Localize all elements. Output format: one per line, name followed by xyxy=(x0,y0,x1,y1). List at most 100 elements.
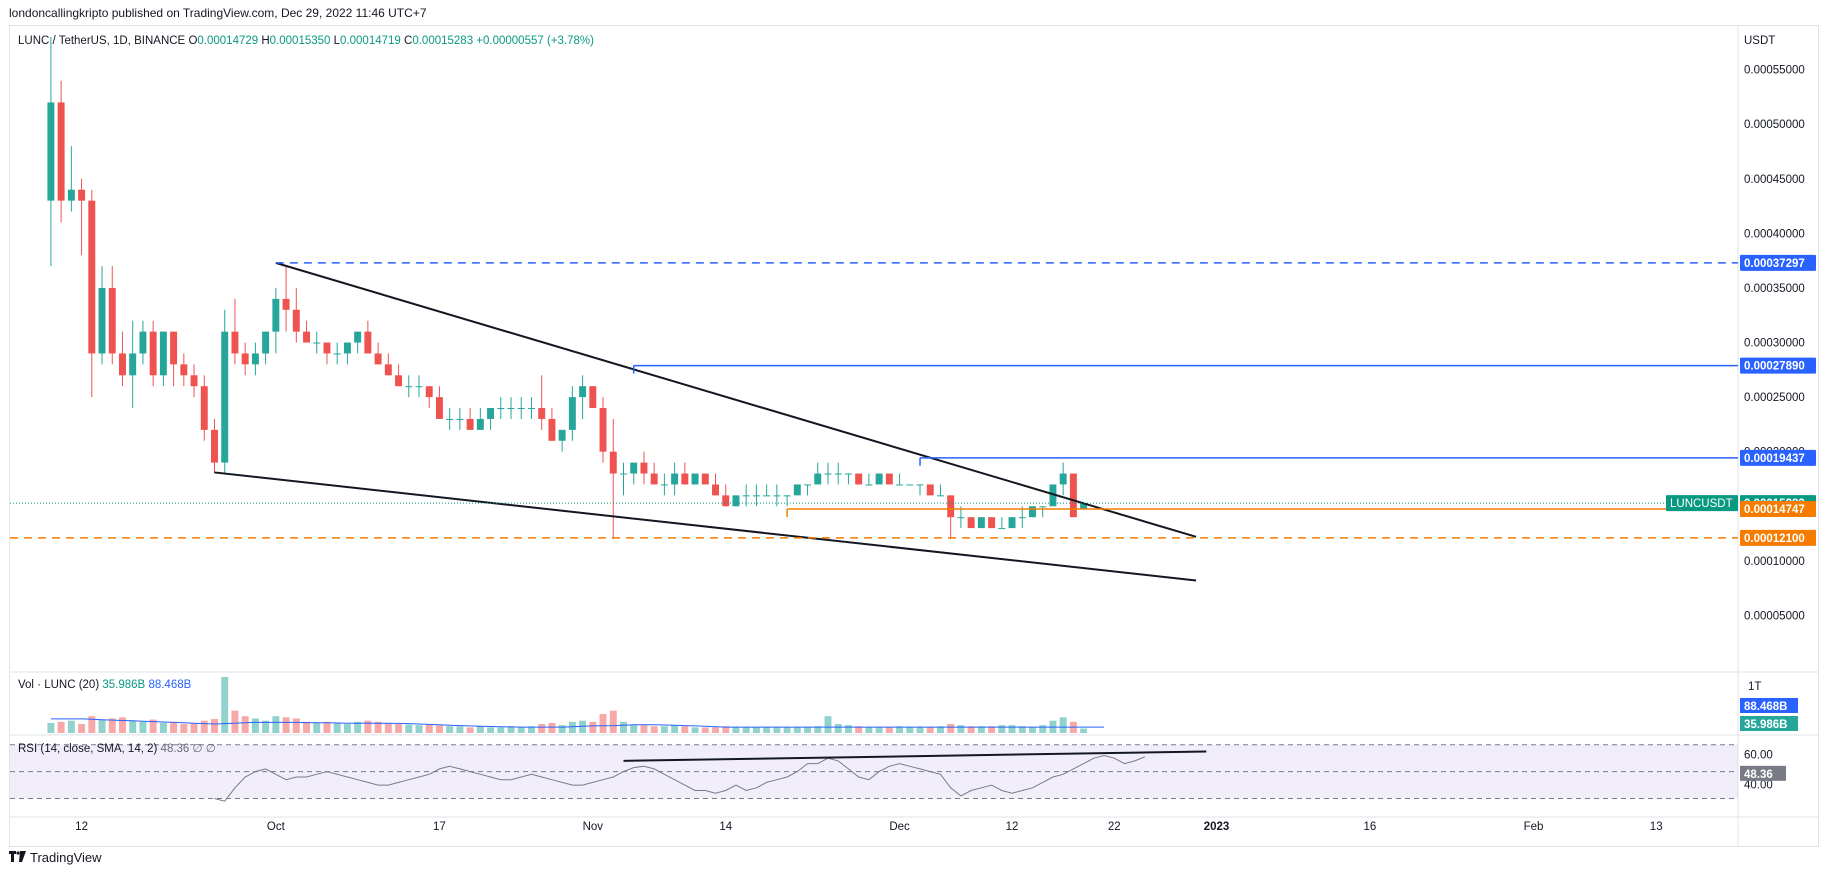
candle-body xyxy=(752,495,760,497)
price-label-text: 0.00012100 xyxy=(1744,533,1805,545)
candle xyxy=(313,331,321,354)
candle xyxy=(446,408,454,430)
candle xyxy=(364,320,372,354)
volume-bar xyxy=(885,727,893,733)
x-tick-label: Oct xyxy=(267,821,286,833)
volume-name[interactable]: Vol · LUNC (20) xyxy=(18,679,100,691)
candle xyxy=(303,320,310,343)
candle xyxy=(620,462,627,496)
candle-body xyxy=(170,331,178,365)
volume-bar xyxy=(446,726,454,733)
candle-body xyxy=(211,429,218,463)
volume-bar xyxy=(773,727,781,733)
candle xyxy=(1059,462,1067,496)
volume-bar xyxy=(620,721,627,733)
candle-body xyxy=(313,342,321,344)
tradingview-logo[interactable]: TradingView xyxy=(9,850,102,865)
volume-bar xyxy=(354,721,362,733)
volume-bar xyxy=(844,725,852,733)
volume-bar xyxy=(681,726,689,733)
candle xyxy=(967,517,975,529)
volume-bar xyxy=(906,727,914,733)
candle-body xyxy=(773,495,781,497)
candle-body xyxy=(88,200,96,354)
candle-body xyxy=(200,386,208,430)
volume-bar xyxy=(1039,725,1047,733)
candle xyxy=(241,342,249,376)
candle xyxy=(988,517,996,529)
candle xyxy=(783,495,791,507)
candle xyxy=(88,189,96,398)
candle-body xyxy=(722,495,730,507)
y-tick-label: 0.00040000 xyxy=(1744,228,1805,240)
volume-bar xyxy=(78,724,86,733)
rsi-current-tag: 48.36 xyxy=(1740,765,1786,781)
candle-body xyxy=(282,298,290,310)
volume-bar xyxy=(211,719,218,733)
volume-bar xyxy=(466,727,474,733)
rsi-name[interactable]: RSI (14, close, SMA, 14, 2) xyxy=(18,743,158,755)
candle-body xyxy=(67,189,75,201)
volume-bar xyxy=(763,727,771,733)
volume-bar xyxy=(568,721,576,733)
candle xyxy=(855,473,863,485)
symbol-label[interactable]: LUNC / TetherUS, 1D, BINANCE xyxy=(18,35,186,47)
candle-body xyxy=(579,386,587,398)
candle-body xyxy=(262,331,270,354)
volume-ma-line xyxy=(50,718,1105,728)
x-tick-label: 13 xyxy=(1650,821,1663,833)
candle-body xyxy=(691,473,699,485)
candle xyxy=(497,397,505,419)
volume-bar xyxy=(200,720,208,733)
volume-bar xyxy=(977,726,985,733)
candle xyxy=(190,364,198,398)
candle-body xyxy=(139,331,147,354)
volume-pane xyxy=(47,677,1105,733)
candle xyxy=(476,408,484,430)
volume-bar xyxy=(988,726,996,733)
volume-bar xyxy=(824,716,832,733)
candle-body xyxy=(1029,506,1036,518)
tradingview-logo-text: TradingView xyxy=(30,850,102,865)
candle-body xyxy=(916,484,924,486)
candle xyxy=(221,309,229,474)
price-label: 0.00027890 xyxy=(1740,357,1816,374)
candle xyxy=(579,375,587,419)
candle xyxy=(763,484,771,497)
candle xyxy=(507,397,515,419)
rsi-extra-1: ∅ xyxy=(192,743,203,755)
volume-bar xyxy=(487,727,495,733)
x-tick-label: 12 xyxy=(75,821,88,833)
volume-bar xyxy=(538,724,546,733)
candle xyxy=(548,408,556,441)
candle xyxy=(660,473,668,496)
candle xyxy=(650,462,658,485)
candle-body xyxy=(855,473,863,485)
candle-body xyxy=(977,517,985,529)
candle-body xyxy=(241,353,249,365)
publisher-caption: londoncallingkripto published on Trading… xyxy=(9,6,427,20)
candle xyxy=(630,462,638,485)
candle-body xyxy=(517,408,525,410)
price-label: 0.00014747 xyxy=(1740,501,1816,518)
volume-legend: Vol · LUNC (20) 35.986B 88.468B xyxy=(18,679,191,691)
candle xyxy=(466,408,474,430)
candle xyxy=(67,146,75,212)
candle-body xyxy=(354,331,362,343)
volume-bar xyxy=(118,717,126,733)
volume-bar xyxy=(701,727,709,733)
volume-bar xyxy=(936,726,944,733)
volume-bar xyxy=(896,726,904,733)
candle xyxy=(129,320,137,409)
low-label: L xyxy=(333,35,341,47)
x-tick-label: 17 xyxy=(433,821,446,833)
tradingview-logo-icon xyxy=(9,850,26,865)
y-tick-label: 0.00005000 xyxy=(1744,610,1805,622)
volume-bar xyxy=(507,726,515,733)
y-tick-label: 0.00035000 xyxy=(1744,283,1805,295)
volume-bar xyxy=(671,725,679,733)
volume-bar xyxy=(395,724,403,733)
rsi-trendline xyxy=(623,750,1207,762)
candle xyxy=(159,331,167,387)
